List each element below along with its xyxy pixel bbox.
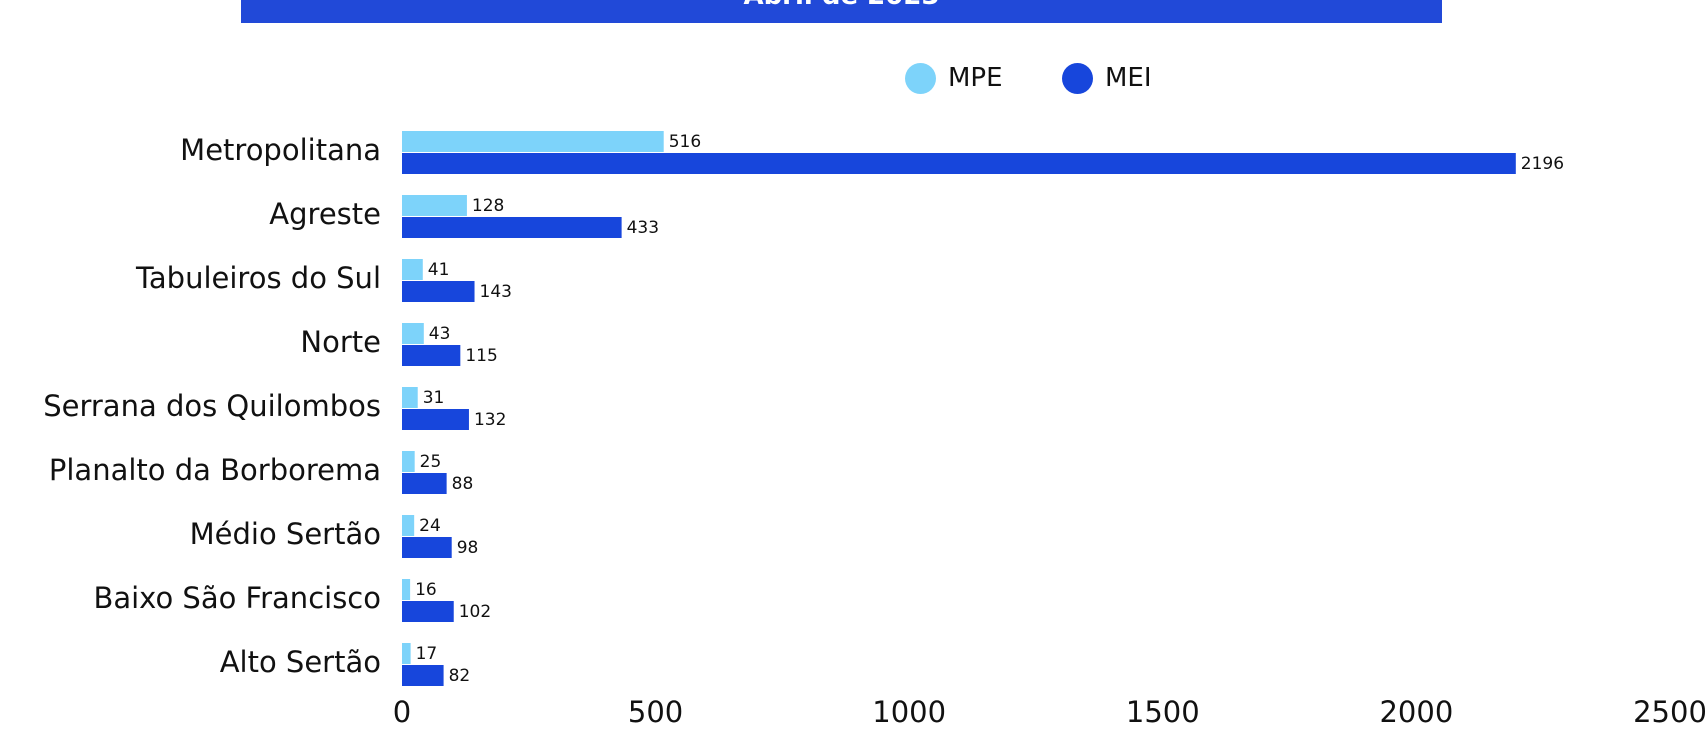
data-label-mei-agreste: 433 [627,218,659,238]
data-label-mpe-norte: 43 [429,324,451,344]
category-label-tabuleiros-do-sul: Tabuleiros do Sul [135,261,381,295]
data-label-mei-serrana-dos-quilombos: 132 [474,410,506,430]
data-label-mei-medio-sertao: 98 [457,538,479,558]
bar-mpe-norte [402,323,424,344]
data-label-mpe-metropolitana: 516 [669,132,701,152]
legend-item-mpe: MPE [905,62,1003,94]
legend-label-mpe: MPE [948,63,1003,93]
bar-mei-baixo-sao-francisco [402,601,454,622]
data-label-mei-alto-sertao: 82 [449,666,471,686]
bar-mei-serrana-dos-quilombos [402,409,469,430]
data-label-mpe-medio-sertao: 24 [419,516,441,536]
x-tick-label-1000: 1000 [872,695,946,729]
data-label-mei-tabuleiros-do-sul: 143 [480,282,512,302]
bar-mpe-baixo-sao-francisco [402,579,411,600]
category-label-medio-sertao: Médio Sertão [190,517,381,551]
data-label-mei-norte: 115 [465,346,497,366]
bar-mpe-tabuleiros-do-sul [402,259,423,280]
data-label-mpe-tabuleiros-do-sul: 41 [428,260,450,280]
category-label-baixo-sao-francisco: Baixo São Francisco [93,581,381,615]
legend-item-mei: MEI [1062,62,1152,94]
data-label-mpe-alto-sertao: 17 [416,644,438,664]
bar-mei-planalto-da-borborema [402,473,447,494]
data-label-mpe-baixo-sao-francisco: 16 [415,580,437,600]
category-label-agreste: Agreste [269,197,381,231]
chart-title-banner: Abril de 2023 [241,0,1442,23]
x-tick-label-1500: 1500 [1126,695,1200,729]
data-label-mei-baixo-sao-francisco: 102 [459,602,491,622]
bar-mpe-metropolitana [402,131,664,152]
legend-swatch-mei [1062,62,1093,94]
data-label-mei-planalto-da-borborema: 88 [452,474,474,494]
category-label-norte: Norte [300,325,381,359]
bar-mei-tabuleiros-do-sul [402,281,475,302]
x-tick-label-2000: 2000 [1379,695,1453,729]
x-tick-label-500: 500 [628,695,683,729]
legend-swatch-mpe [905,62,936,94]
bar-mpe-serrana-dos-quilombos [402,387,418,408]
bar-mpe-agreste [402,195,467,216]
bar-mei-metropolitana [402,153,1516,174]
bar-mpe-medio-sertao [402,515,415,536]
chart-title: Abril de 2023 [743,0,939,11]
x-tick-label-2500: 2500 [1633,695,1707,729]
legend-label-mei: MEI [1105,63,1152,93]
category-label-serrana-dos-quilombos: Serrana dos Quilombos [43,389,381,423]
bar-mpe-planalto-da-borborema [402,451,415,472]
data-label-mpe-agreste: 128 [472,196,504,216]
bar-mei-agreste [402,217,622,238]
category-label-metropolitana: Metropolitana [180,133,381,167]
bar-mpe-alto-sertao [402,643,411,664]
bar-mei-medio-sertao [402,537,452,558]
data-label-mpe-planalto-da-borborema: 25 [420,452,442,472]
bar-mei-norte [402,345,461,366]
chart-legend: MPE MEI [0,58,1708,98]
bar-mei-alto-sertao [402,665,444,686]
data-label-mpe-serrana-dos-quilombos: 31 [423,388,445,408]
x-tick-label-0: 0 [393,695,411,729]
category-label-alto-sertao: Alto Sertão [220,645,381,679]
category-label-planalto-da-borborema: Planalto da Borborema [49,453,381,487]
data-label-mei-metropolitana: 2196 [1521,154,1564,174]
